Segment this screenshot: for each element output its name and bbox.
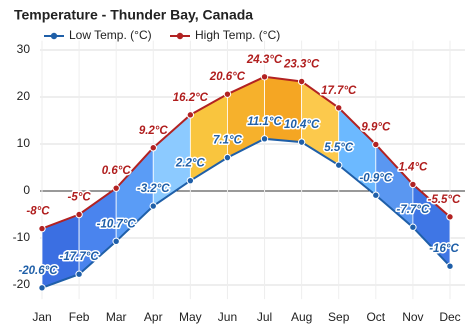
point bbox=[75, 210, 83, 219]
value-label: 16.2°C bbox=[173, 92, 209, 104]
x-tick-label: Mar bbox=[106, 310, 127, 324]
y-tick-label: 10 bbox=[17, 136, 31, 150]
range-fill bbox=[264, 76, 303, 143]
x-tick-label: Nov bbox=[402, 310, 423, 324]
point bbox=[260, 135, 269, 143]
value-label: 10.4°C bbox=[284, 119, 320, 131]
value-label: 9.9°C bbox=[361, 122, 391, 134]
x-tick-label: Jan bbox=[32, 310, 51, 324]
value-label: 5.5°C bbox=[324, 142, 354, 154]
value-label: -5.5°C bbox=[428, 194, 461, 206]
point bbox=[372, 140, 380, 149]
chart-title: Temperature - Thunder Bay, Canada bbox=[14, 7, 253, 23]
value-label: 24.3°C bbox=[246, 54, 283, 66]
point bbox=[186, 176, 195, 185]
legend-label: High Temp. (°C) bbox=[195, 28, 280, 42]
point bbox=[446, 213, 454, 221]
x-tick-label: Jul bbox=[257, 310, 272, 324]
x-tick-label: Apr bbox=[144, 310, 163, 324]
value-label: 20.6°C bbox=[209, 71, 246, 83]
value-label: 1.4°C bbox=[398, 161, 428, 173]
value-label: -8°C bbox=[26, 206, 50, 218]
value-label: -5°C bbox=[68, 192, 92, 204]
point bbox=[186, 111, 195, 119]
value-label: 0.6°C bbox=[102, 165, 132, 177]
value-label: -3.2°C bbox=[137, 183, 170, 195]
y-tick-label: 30 bbox=[17, 42, 31, 56]
value-label: 23.3°C bbox=[283, 59, 320, 71]
point bbox=[75, 270, 83, 278]
x-tick-label: Sep bbox=[328, 310, 350, 324]
x-tick-label: Jun bbox=[218, 310, 237, 324]
point bbox=[335, 161, 343, 169]
y-tick-label: -20 bbox=[13, 277, 31, 291]
point bbox=[112, 184, 120, 192]
x-tick-label: Feb bbox=[69, 310, 90, 324]
point bbox=[149, 202, 157, 210]
value-label: 17.7°C bbox=[321, 85, 357, 97]
value-label: 11.1°C bbox=[247, 116, 282, 128]
point bbox=[38, 224, 46, 233]
point bbox=[223, 153, 232, 162]
point bbox=[297, 138, 306, 146]
point bbox=[223, 90, 232, 98]
value-label: -17.7°C bbox=[60, 251, 100, 263]
value-label: -20.6°C bbox=[18, 265, 58, 277]
y-tick-label: 0 bbox=[23, 183, 30, 197]
value-label: 9.2°C bbox=[139, 125, 169, 137]
y-tick-label: 20 bbox=[17, 89, 31, 103]
point bbox=[335, 104, 343, 112]
point bbox=[112, 237, 120, 245]
x-tick-label: Aug bbox=[291, 310, 312, 324]
point bbox=[409, 180, 417, 189]
point bbox=[297, 77, 306, 86]
y-tick-label: -10 bbox=[13, 230, 31, 244]
point bbox=[372, 191, 380, 199]
point bbox=[409, 223, 417, 231]
value-label: 2.2°C bbox=[175, 158, 206, 170]
series-line bbox=[41, 75, 451, 230]
value-label: 7.1°C bbox=[213, 135, 243, 147]
series-line bbox=[41, 137, 451, 289]
x-tick-label: Oct bbox=[366, 310, 385, 324]
value-label: -10.7°C bbox=[97, 218, 137, 230]
point bbox=[149, 144, 157, 152]
legend-label: Low Temp. (°C) bbox=[69, 28, 152, 42]
point bbox=[260, 73, 269, 81]
x-tick-label: May bbox=[179, 310, 202, 324]
point bbox=[38, 284, 46, 292]
legend-marker bbox=[176, 32, 184, 40]
range-fills bbox=[41, 76, 451, 289]
value-label: -16°C bbox=[429, 243, 459, 255]
value-label: -7.7°C bbox=[397, 204, 430, 216]
legend-marker bbox=[50, 32, 58, 40]
x-tick-label: Dec bbox=[439, 310, 460, 324]
point bbox=[446, 262, 454, 270]
value-label: -0.9°C bbox=[359, 172, 392, 184]
